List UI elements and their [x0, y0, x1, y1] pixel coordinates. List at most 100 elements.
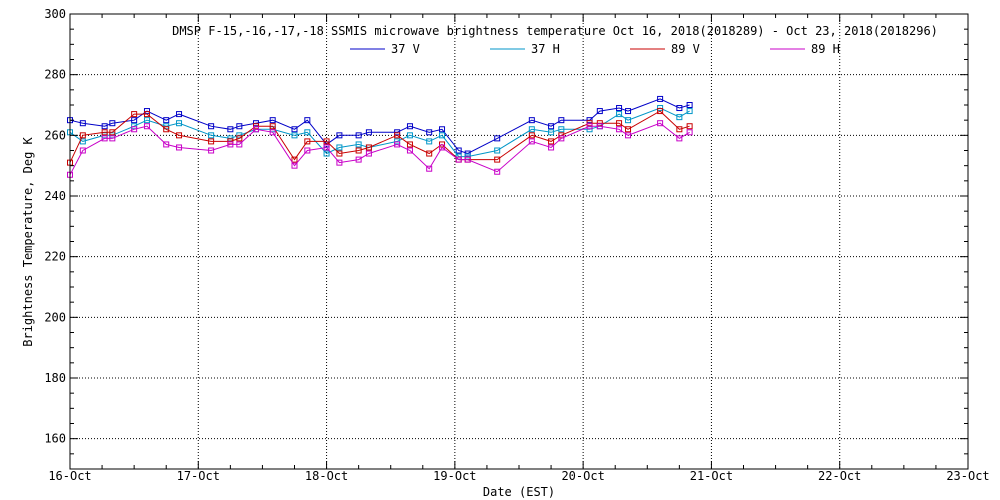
data-point: [109, 132, 116, 139]
data-point: [676, 114, 683, 121]
x-axis-label: Date (EST): [483, 485, 555, 499]
data-point: [336, 144, 343, 151]
series-line: [69, 122, 690, 176]
data-point: [291, 162, 298, 169]
data-point: [657, 120, 664, 127]
data-point: [558, 126, 565, 133]
series-line: [69, 110, 690, 163]
data-point: [304, 138, 311, 145]
data-point: [686, 123, 693, 130]
data-point: [208, 138, 215, 145]
data-point: [586, 117, 593, 124]
data-point: [236, 141, 243, 148]
data-point: [291, 126, 298, 133]
data-point: [464, 150, 471, 157]
data-point: [227, 126, 234, 133]
data-point: [464, 156, 471, 163]
data-point: [426, 150, 433, 157]
data-point: [439, 132, 446, 139]
y-tick-label: 200: [44, 310, 66, 324]
data-point: [253, 126, 260, 133]
data-point: [676, 105, 683, 112]
data-point: [528, 117, 535, 124]
data-point: [208, 132, 215, 139]
data-point: [616, 126, 623, 133]
data-point: [406, 147, 413, 154]
data-point: [528, 138, 535, 145]
data-point: [101, 123, 108, 130]
data-point: [291, 132, 298, 139]
data-point: [269, 123, 276, 130]
data-point: [426, 138, 433, 145]
data-point: [616, 105, 623, 112]
series-layer: [67, 95, 693, 178]
data-point: [625, 108, 632, 115]
data-point: [558, 132, 565, 139]
y-axis-label: Brightness Temperature, Deg K: [21, 136, 35, 346]
data-point: [548, 138, 555, 145]
data-point: [101, 129, 108, 136]
data-point: [304, 117, 311, 124]
x-tick-label: 19-Oct: [433, 469, 476, 483]
data-point: [548, 129, 555, 136]
data-point: [355, 156, 362, 163]
y-tick-label: 300: [44, 7, 66, 21]
data-point: [676, 126, 683, 133]
data-point: [365, 129, 372, 136]
y-tick-label: 160: [44, 432, 66, 446]
data-point: [176, 144, 183, 151]
data-point: [406, 132, 413, 139]
y-tick-label: 240: [44, 189, 66, 203]
data-point: [131, 126, 138, 133]
data-point: [439, 126, 446, 133]
data-point: [143, 108, 150, 115]
data-point: [439, 144, 446, 151]
data-point: [227, 141, 234, 148]
data-point: [176, 111, 183, 118]
data-point: [101, 135, 108, 142]
data-point: [304, 129, 311, 136]
legend-label: 37 H: [531, 42, 560, 56]
legend-entry: 89 H: [770, 42, 840, 56]
data-point: [625, 117, 632, 124]
data-point: [558, 135, 565, 142]
data-point: [323, 138, 330, 145]
y-tick-label: 220: [44, 250, 66, 264]
data-point: [426, 129, 433, 136]
data-point: [365, 150, 372, 157]
data-point: [355, 132, 362, 139]
y-tick-label: 260: [44, 128, 66, 142]
legend-entry: 37 V: [350, 42, 420, 56]
data-point: [558, 117, 565, 124]
data-point: [163, 141, 170, 148]
data-point: [131, 117, 138, 124]
data-point: [686, 108, 693, 115]
data-point: [163, 117, 170, 124]
data-point: [79, 147, 86, 154]
x-tick-label: 17-Oct: [177, 469, 220, 483]
data-point: [304, 147, 311, 154]
data-point: [596, 108, 603, 115]
data-point: [236, 123, 243, 130]
data-point: [143, 123, 150, 130]
data-point: [355, 141, 362, 148]
data-point: [616, 111, 623, 118]
data-point: [455, 156, 462, 163]
legend-label: 37 V: [391, 42, 420, 56]
y-tick-label: 280: [44, 68, 66, 82]
legend: 37 V 37 H 89 V 89 H: [350, 42, 840, 56]
data-point: [109, 135, 116, 142]
data-point: [494, 156, 501, 163]
data-point: [676, 135, 683, 142]
chart-title: DMSP F-15,-16,-17,-18 SSMIS microwave br…: [172, 24, 938, 38]
data-point: [163, 126, 170, 133]
data-point: [176, 120, 183, 127]
data-point: [596, 123, 603, 130]
legend-label: 89 H: [811, 42, 840, 56]
axes: 16-Oct 17-Oct 18-Oct 19-Oct 20-Oct 21-Oct 22-O…: [44, 7, 989, 483]
data-point: [323, 150, 330, 157]
data-point: [406, 141, 413, 148]
x-tick-label: 20-Oct: [561, 469, 604, 483]
data-point: [548, 123, 555, 130]
data-point: [494, 147, 501, 154]
